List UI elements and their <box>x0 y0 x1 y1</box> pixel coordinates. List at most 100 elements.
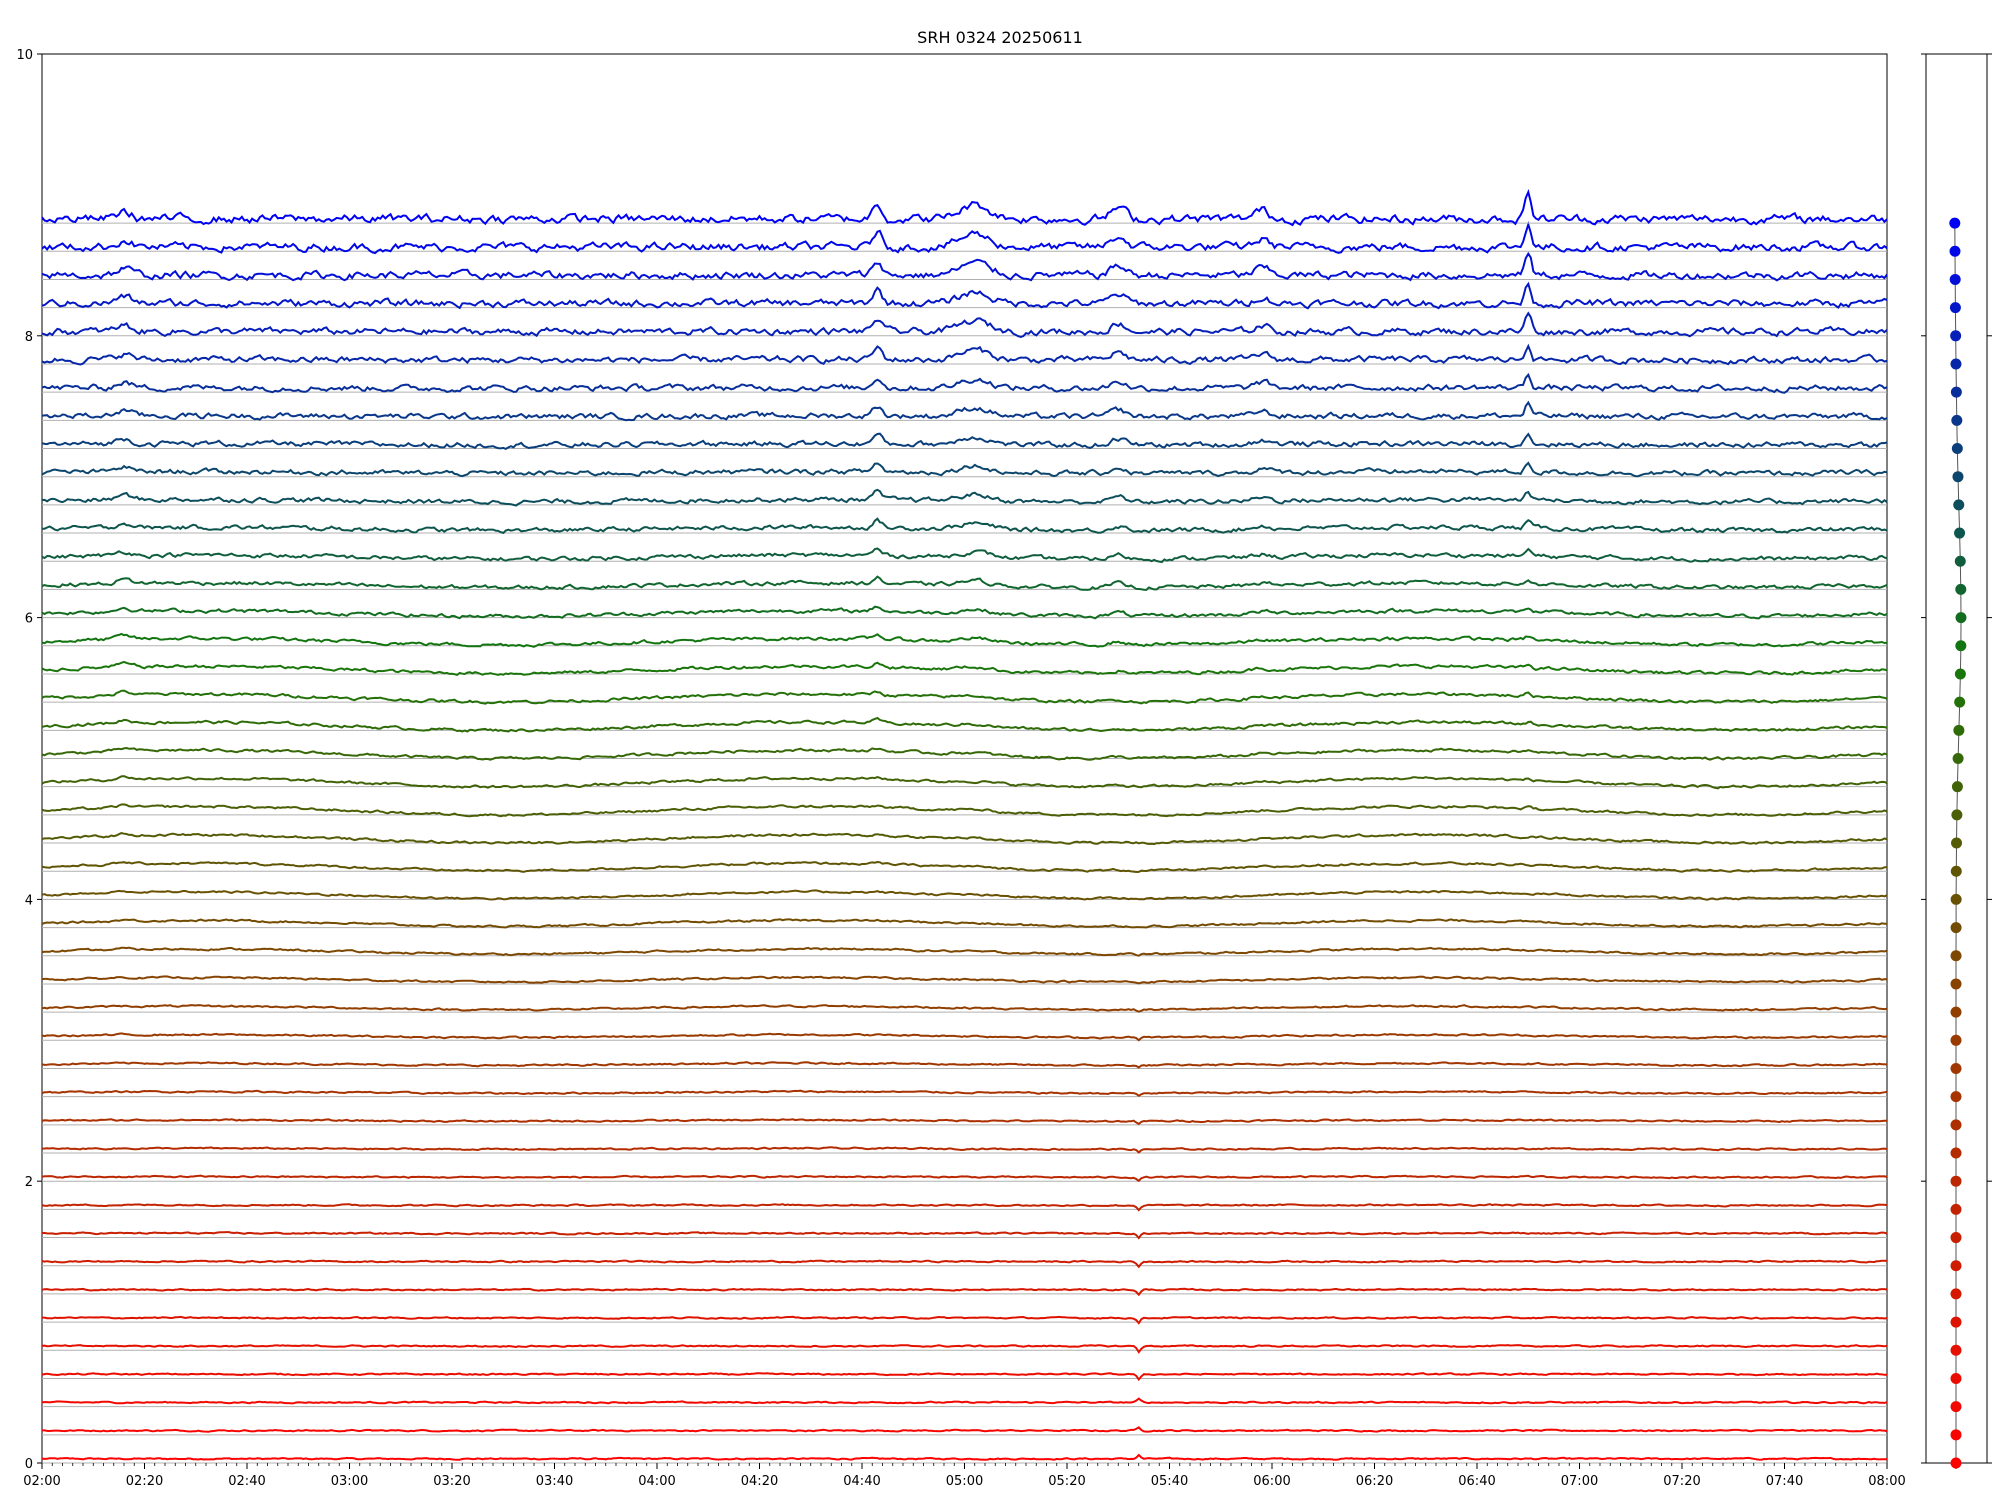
side-marker <box>1949 217 1961 229</box>
x-tick-label: 06:00 <box>1253 1474 1290 1489</box>
side-marker <box>1950 1232 1962 1244</box>
side-marker <box>1950 1457 1962 1469</box>
trace-line <box>41 311 1888 339</box>
side-plot <box>1921 53 1992 1469</box>
side-marker <box>1950 893 1962 905</box>
trace-line <box>41 803 1888 818</box>
trace-line <box>41 605 1888 620</box>
side-marker <box>1953 724 1965 736</box>
y-tick-label: 8 <box>25 330 33 345</box>
side-marker <box>1950 1372 1962 1384</box>
side-marker <box>1950 1316 1962 1328</box>
side-marker <box>1954 696 1966 708</box>
trace-line <box>41 1089 1888 1097</box>
trace-line <box>41 746 1888 761</box>
side-marker <box>1951 414 1963 426</box>
trace-line <box>41 716 1888 733</box>
x-tick-label: 07:40 <box>1766 1474 1803 1489</box>
side-marker <box>1953 499 1965 511</box>
x-tick-label: 07:20 <box>1663 1474 1700 1489</box>
trace-line <box>42 1315 1888 1325</box>
x-tick-label: 03:00 <box>331 1474 368 1489</box>
x-tick-label: 05:20 <box>1048 1474 1085 1489</box>
x-tick-label: 03:20 <box>433 1474 470 1489</box>
trace-line <box>41 775 1888 790</box>
trace-line <box>41 860 1888 874</box>
trace-line <box>41 1344 1888 1354</box>
side-marker <box>1950 1062 1962 1074</box>
trace-line <box>41 372 1888 394</box>
side-marker <box>1954 668 1966 680</box>
x-tick-label: 06:20 <box>1356 1474 1393 1489</box>
side-marker <box>1951 443 1963 455</box>
y-tick-label: 4 <box>25 893 33 908</box>
side-marker <box>1950 330 1962 342</box>
trace-line <box>41 1061 1888 1069</box>
trace-line <box>41 517 1888 535</box>
side-marker <box>1949 245 1961 257</box>
side-marker <box>1950 1034 1962 1046</box>
trace-line <box>41 1203 1888 1212</box>
y-tick-label: 0 <box>25 1457 33 1472</box>
side-marker <box>1951 809 1963 821</box>
trace-line <box>41 975 1888 985</box>
trace-line <box>41 1118 1888 1126</box>
trace-line <box>41 220 1888 255</box>
side-marker <box>1950 1401 1962 1413</box>
x-tick-label: 02:20 <box>126 1474 163 1489</box>
trace-line <box>41 689 1888 705</box>
side-marker <box>1951 837 1963 849</box>
side-marker <box>1954 555 1966 567</box>
trace-line <box>42 1426 1888 1433</box>
side-marker <box>1950 1203 1962 1215</box>
side-marker <box>1950 1429 1962 1441</box>
side-marker <box>1952 471 1964 483</box>
main-plot: 0 2 4 6 8 10 02:00 02:20 02:40 03:00 03:20 03:40 04:… <box>16 48 1905 1489</box>
side-marker <box>1949 302 1961 314</box>
side-marker <box>1950 386 1962 398</box>
side-marker <box>1950 865 1962 877</box>
x-tick-label: 08:00 <box>1868 1474 1905 1489</box>
trace-line <box>41 660 1888 676</box>
trace-line <box>41 1372 1888 1382</box>
side-marker <box>1955 640 1967 652</box>
side-marker <box>1950 978 1962 990</box>
side-marker <box>1950 1260 1962 1272</box>
x-tick-label: 05:00 <box>946 1474 983 1489</box>
side-marker <box>1950 950 1962 962</box>
trace-line <box>41 343 1888 366</box>
side-marker <box>1950 1288 1962 1300</box>
x-tick-label: 05:40 <box>1151 1474 1188 1489</box>
x-tick-label: 06:40 <box>1458 1474 1495 1489</box>
trace-line <box>41 432 1888 451</box>
trace-line <box>41 1146 1888 1154</box>
trace-line <box>41 1453 1888 1461</box>
side-marker <box>1950 1175 1962 1187</box>
trace-line <box>41 1259 1888 1269</box>
side-marker <box>1955 583 1967 595</box>
x-tick-label: 04:00 <box>638 1474 675 1489</box>
trace-line <box>41 889 1888 901</box>
trace-line <box>41 1397 1888 1405</box>
trace-line <box>41 281 1888 310</box>
trace-line <box>41 1004 1888 1013</box>
trace-line <box>41 832 1888 846</box>
x-tick-label: 07:00 <box>1561 1474 1598 1489</box>
trace-line <box>41 946 1888 957</box>
side-marker <box>1955 612 1967 624</box>
trace-line <box>41 918 1888 929</box>
trace-line <box>41 575 1888 591</box>
side-marker <box>1950 922 1962 934</box>
side-marker <box>1950 1344 1962 1356</box>
trace-line <box>41 1231 1888 1240</box>
trace-line <box>41 1174 1888 1183</box>
x-tick-label: 02:00 <box>23 1474 60 1489</box>
x-tick-label: 03:40 <box>536 1474 573 1489</box>
trace-line <box>41 189 1888 227</box>
trace-line <box>41 488 1888 507</box>
trace-line <box>41 461 1888 478</box>
x-tick-label: 04:20 <box>741 1474 778 1489</box>
y-tick-label: 10 <box>16 48 33 63</box>
trace-line <box>41 400 1888 422</box>
